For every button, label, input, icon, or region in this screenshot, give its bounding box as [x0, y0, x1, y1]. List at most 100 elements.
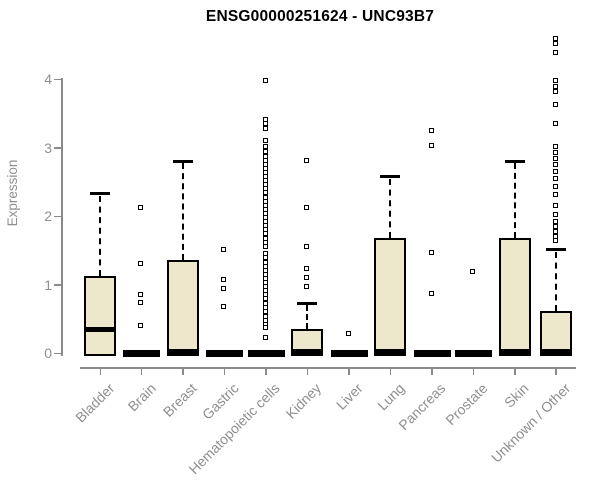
chart-title: ENSG00000251624 - UNC93B7 [205, 8, 435, 25]
whisker-cap [297, 301, 318, 305]
box [539, 310, 572, 356]
box [84, 276, 116, 356]
outlier-point [552, 223, 558, 229]
box [374, 238, 407, 356]
outlier-point [552, 169, 558, 175]
median-line [498, 349, 531, 355]
outlier-point [262, 121, 268, 127]
whisker [513, 163, 516, 239]
y-tick-label: 2 [44, 208, 52, 225]
zero-bar [206, 349, 244, 357]
x-tick [514, 367, 516, 375]
outlier-point [262, 243, 268, 249]
outlier-point [552, 49, 558, 55]
outlier-point [428, 127, 434, 133]
y-axis-line [61, 78, 63, 356]
whisker-cap [172, 159, 193, 163]
outlier-point [304, 157, 310, 163]
outlier-point [552, 150, 558, 156]
outlier-point [262, 324, 268, 330]
y-tick [54, 215, 61, 218]
median-line [374, 349, 407, 355]
whisker [306, 305, 309, 330]
outlier-point [304, 265, 310, 271]
outlier-point [262, 304, 268, 310]
x-tick [472, 367, 475, 375]
outlier-point [304, 275, 310, 281]
x-axis-category-label: Kidney [282, 380, 325, 422]
outlier-point [262, 126, 268, 132]
y-tick-label: 1 [44, 276, 52, 293]
whisker [554, 251, 557, 311]
outlier-point [552, 228, 558, 234]
x-axis-line [80, 367, 576, 369]
median-line [291, 349, 324, 355]
outlier-point [262, 78, 268, 84]
x-tick [389, 367, 392, 375]
x-axis-category-label: Prostate [442, 380, 491, 429]
outlier-point [221, 285, 227, 291]
x-tick [140, 367, 143, 375]
x-axis-category-label: Brain [124, 380, 159, 415]
whisker-cap [504, 159, 525, 163]
outlier-point [138, 299, 144, 305]
x-axis-category-label: Breast [160, 380, 201, 420]
outlier-point [552, 202, 558, 208]
outlier-point [138, 323, 144, 329]
outlier-point [221, 277, 227, 283]
outlier-point [138, 260, 144, 266]
outlier-point [552, 212, 558, 218]
x-tick [306, 367, 309, 375]
y-tick [54, 284, 61, 286]
y-tick [54, 78, 61, 81]
outlier-point [552, 102, 558, 108]
outlier-point [552, 237, 558, 243]
outlier-point [138, 205, 144, 211]
whisker [99, 195, 101, 277]
whisker-cap [90, 192, 110, 196]
outlier-point [552, 35, 558, 41]
outlier-point [552, 184, 558, 190]
outlier-point [552, 143, 558, 149]
box [498, 238, 531, 356]
whisker [181, 163, 184, 260]
zero-bar [123, 349, 161, 357]
x-tick [555, 367, 557, 375]
outlier-point [262, 335, 268, 341]
x-axis-category-label: Unknown / Other [487, 380, 574, 466]
zero-bar [330, 349, 368, 357]
outlier-point [304, 205, 310, 211]
outlier-point [552, 83, 558, 89]
outlier-point [304, 284, 310, 290]
x-tick [431, 367, 433, 375]
outlier-point [428, 143, 434, 149]
x-tick [223, 367, 226, 375]
whisker-cap [380, 175, 401, 179]
outlier-point [345, 331, 351, 337]
x-tick [99, 367, 101, 375]
outlier-point [552, 156, 558, 162]
outlier-point [262, 138, 268, 144]
zero-bar [247, 349, 285, 357]
zero-bar [455, 349, 493, 357]
outlier-point [262, 148, 268, 154]
outlier-point [138, 292, 144, 298]
x-tick [348, 367, 350, 375]
outlier-point [552, 176, 558, 182]
whisker-cap [545, 248, 566, 252]
x-tick [265, 367, 267, 375]
y-tick-label: 4 [44, 71, 52, 88]
x-axis-category-label: Lung [374, 380, 408, 414]
outlier-point [552, 41, 558, 47]
x-axis-category-label: Liver [333, 380, 367, 413]
median-line [166, 349, 199, 355]
median-line [84, 327, 116, 333]
outlier-point [552, 77, 558, 83]
box [166, 259, 199, 356]
y-tick-label: 0 [44, 345, 52, 361]
y-tick-label: 3 [44, 139, 52, 156]
outlier-point [304, 243, 310, 249]
outlier-point [262, 143, 268, 149]
outlier-point [552, 219, 558, 225]
